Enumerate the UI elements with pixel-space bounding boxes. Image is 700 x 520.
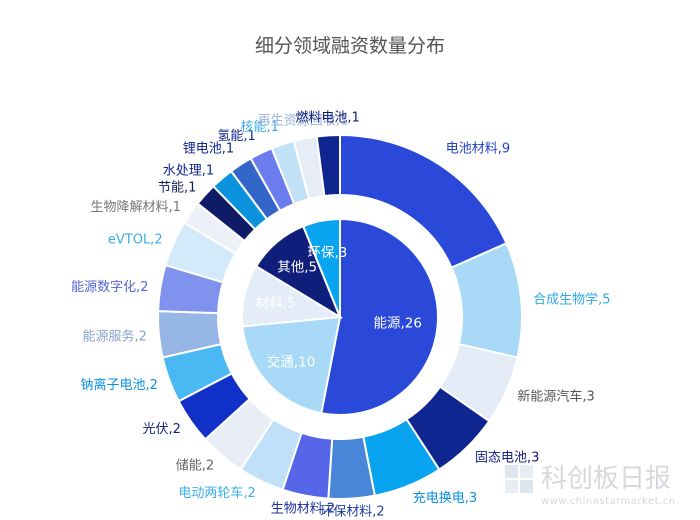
outer-label-14: 生物降解材料,1 — [90, 200, 180, 215]
outer-label-15: 节能,1 — [158, 181, 196, 196]
outer-label-21: 燃料电池,1 — [295, 109, 359, 125]
inner-label-1: 交通,10 — [267, 353, 315, 370]
outer-labels: 电池材料,9合成生物学,5新能源汽车,3固态电池,3充电换电,3环保材料,2生物… — [71, 109, 610, 519]
outer-label-16: 水处理,1 — [163, 163, 214, 178]
watermark: 科创板日报 www.chinastarmarket.cn — [505, 464, 676, 507]
inner-label-0: 能源,26 — [373, 316, 421, 332]
outer-label-13: eVTOL,2 — [108, 233, 163, 248]
watermark-url: www.chinastarmarket.cn — [541, 496, 676, 507]
outer-label-0: 电池材料,9 — [446, 141, 510, 156]
watermark-text: 科创板日报 — [541, 464, 671, 494]
outer-label-9: 光伏,2 — [142, 422, 180, 437]
inner-slice-0 — [320, 217, 439, 416]
outer-label-2: 新能源汽车,3 — [517, 389, 594, 405]
outer-label-10: 钠离子电池,2 — [80, 377, 157, 393]
outer-label-8: 储能,2 — [176, 459, 214, 474]
inner-slice-4 — [301, 217, 341, 318]
chart-title: 细分领域融资数量分布 — [255, 35, 445, 57]
outer-label-17: 锂电池,1 — [183, 141, 234, 156]
outer-label-6: 生物材料,2 — [271, 501, 335, 516]
outer-label-19: 核能,1 — [240, 120, 278, 135]
inner-ring — [241, 217, 439, 416]
outer-ring — [157, 133, 523, 500]
inner-label-2: 材料,5 — [256, 295, 296, 311]
inner-label-3: 其他,5 — [277, 260, 317, 276]
outer-label-20: 再生资源回收,1 — [258, 114, 348, 129]
outer-label-18: 氢能,1 — [217, 129, 255, 144]
inner-labels: 能源,26 交通,10 材料,5 其他,5环保,3 — [256, 245, 422, 370]
inner-label-4: 环保,3 — [307, 245, 347, 261]
watermark-logo-icon — [505, 465, 533, 493]
outer-label-12: 能源数字化,2 — [71, 280, 148, 295]
outer-label-7: 电动两轮车,2 — [178, 485, 255, 501]
inner-slice-1 — [241, 315, 342, 415]
outer-slice-21 — [315, 133, 341, 198]
outer-label-1: 合成生物学,5 — [533, 291, 610, 307]
outer-label-4: 充电换电,3 — [413, 490, 477, 506]
outer-label-5: 环保材料,2 — [320, 505, 384, 520]
outer-label-3: 固态电池,3 — [475, 450, 539, 465]
outer-label-11: 能源服务,2 — [82, 329, 146, 345]
